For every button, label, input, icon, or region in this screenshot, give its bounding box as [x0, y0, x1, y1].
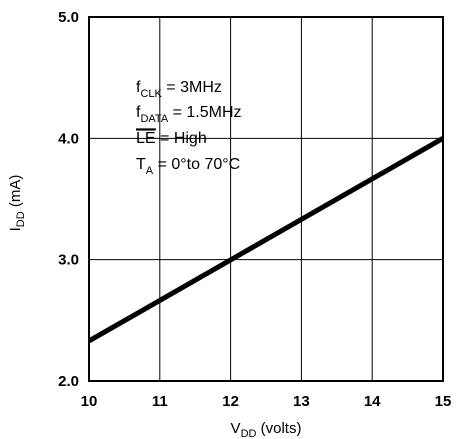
annotation-data-frequency: fDATA = 1.5MHz — [136, 104, 242, 125]
grid-lines — [89, 17, 443, 381]
y-tick-label: 3.0 — [58, 252, 79, 269]
plot-frame — [88, 16, 444, 382]
x-tick-labels: 10 11 12 13 14 15 — [81, 393, 452, 410]
x-tick-label: 15 — [435, 393, 452, 410]
x-tick-label: 11 — [152, 393, 168, 410]
x-tick-label: 13 — [293, 393, 310, 410]
series-layer — [87, 136, 445, 344]
annotation-clk-frequency: fCLK = 3MHz — [136, 79, 222, 100]
x-tick-label: 12 — [222, 393, 239, 410]
conditions-annotation: fCLK = 3MHz fDATA = 1.5MHz LE = High TA … — [136, 79, 242, 177]
idd-series-line — [87, 136, 445, 344]
x-axis-label: VDD (volts) — [231, 420, 302, 439]
y-tick-label: 4.0 — [58, 130, 79, 147]
y-tick-label: 2.0 — [58, 373, 79, 390]
annotation-ambient-temperature: TA = 0°to 70°C — [136, 156, 240, 177]
annotation-latch-enable: LE = High — [136, 130, 207, 147]
x-tick-label: 10 — [81, 393, 98, 410]
y-tick-label: 5.0 — [58, 9, 79, 26]
y-tick-labels: 2.0 3.0 4.0 5.0 — [58, 9, 79, 390]
y-axis-label: IDD (mA) — [7, 175, 27, 232]
x-tick-label: 14 — [364, 393, 381, 410]
